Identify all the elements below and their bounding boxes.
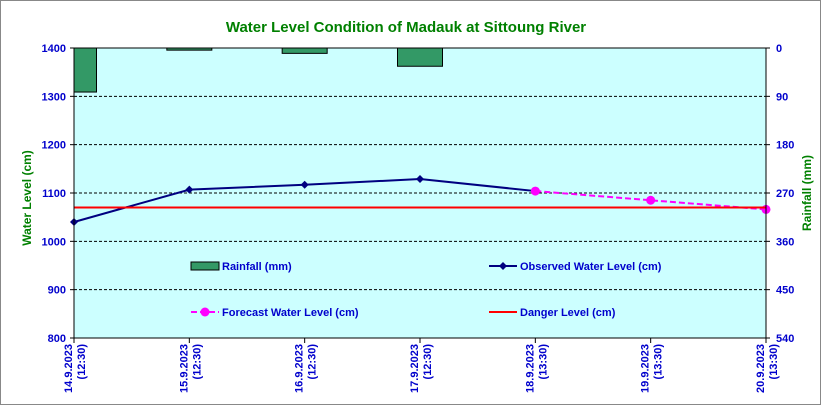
y2-tick-label: 360 [776, 236, 794, 248]
y-tick-label: 800 [48, 333, 66, 345]
x-tick-label: 16.9.2023 [294, 344, 306, 393]
y2-tick-label: 270 [776, 188, 794, 200]
x-tick-label: (12:30) [191, 344, 203, 380]
x-tick-label: 20.9.2023 [755, 344, 767, 393]
x-tick-label: (12:30) [76, 344, 88, 380]
y-tick-label: 1400 [42, 43, 66, 55]
x-tick-label: 14.9.2023 [63, 344, 75, 393]
x-tick-label: (12:30) [422, 344, 434, 380]
x-tick-label: (12:30) [307, 344, 319, 380]
rainfall-bar [397, 47, 443, 67]
y-tick-label: 1000 [42, 236, 66, 248]
y-tick-label: 1200 [42, 140, 66, 152]
y2-tick-label: 540 [776, 333, 794, 345]
x-tick-label: 19.9.2023 [640, 344, 652, 393]
forecast-line [535, 190, 767, 211]
y-axis-label: Water Level (cm) [20, 150, 34, 246]
y-tick-label: 900 [48, 285, 66, 297]
legend-marker-forecast [200, 307, 210, 317]
x-tick-label: (13:30) [537, 344, 549, 380]
rainfall-bar [281, 47, 328, 54]
chart-title: Water Level Condition of Madauk at Sitto… [226, 19, 586, 36]
x-tick-label: (13:30) [653, 344, 665, 380]
plot-border [73, 47, 767, 339]
y2-tick-label: 90 [776, 91, 788, 103]
y2-tick-label: 0 [776, 43, 782, 55]
rainfall-bar [73, 47, 97, 93]
forecast-point [530, 186, 540, 196]
legend-label: Forecast Water Level (cm) [222, 307, 359, 319]
y2-axis-label: Rainfall (mm) [800, 155, 814, 231]
legend-marker-observed [499, 262, 507, 270]
x-tick-label: (13:30) [768, 344, 780, 380]
legend-label: Observed Water Level (cm) [520, 261, 662, 273]
x-tick-label: 15.9.2023 [178, 344, 190, 393]
observed-point [300, 180, 309, 189]
observed-point [416, 174, 424, 183]
y-tick-label: 1100 [42, 188, 66, 200]
y2-tick-label: 180 [776, 140, 794, 152]
observed-point [185, 185, 194, 194]
legend-label: Danger Level (cm) [520, 307, 616, 319]
y2-tick-label: 450 [776, 285, 794, 297]
y-tick-label: 1300 [42, 91, 66, 103]
legend-swatch-rainfall [190, 261, 220, 271]
legend-label: Rainfall (mm) [222, 261, 292, 273]
x-tick-label: 17.9.2023 [409, 344, 421, 393]
x-tick-label: 18.9.2023 [524, 344, 536, 393]
forecast-point [646, 195, 656, 205]
